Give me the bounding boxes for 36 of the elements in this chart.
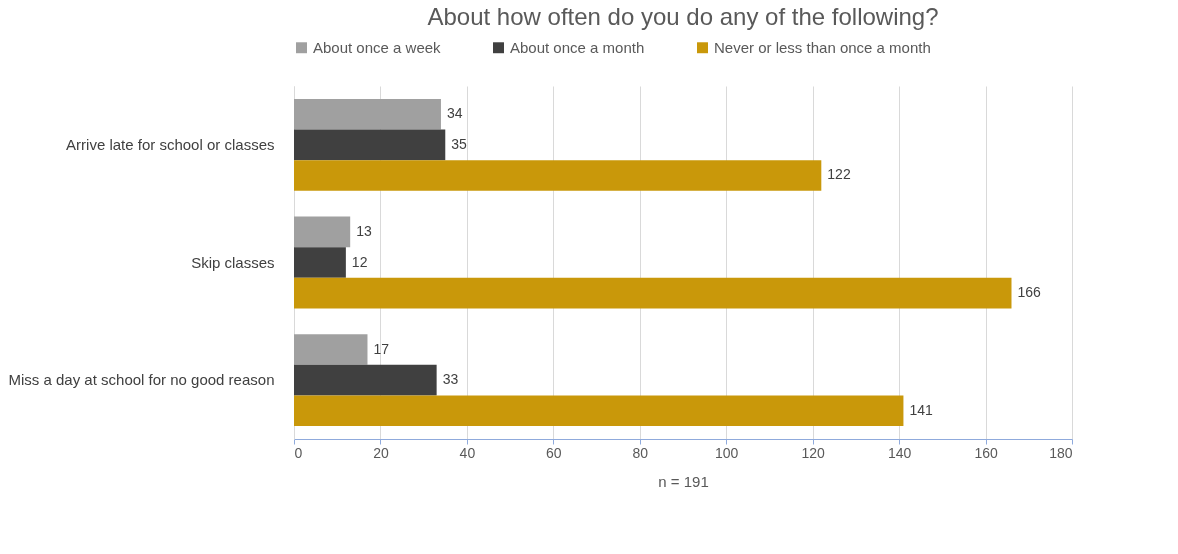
- chart-title: About how often do you do any of the following?: [427, 3, 939, 30]
- data-label: 122: [827, 166, 851, 183]
- data-label: 13: [356, 222, 372, 239]
- x-axis-title: n = 191: [658, 472, 709, 490]
- x-tick-label: 120: [801, 444, 826, 461]
- legend-label: Never or less than once a month: [714, 38, 931, 56]
- y-tick-label: Miss a day at school for no good reason: [8, 371, 275, 389]
- data-label: 35: [451, 135, 468, 152]
- bar: [294, 98, 441, 130]
- bar: [294, 216, 351, 248]
- y-tick-label: Skip classes: [191, 253, 275, 271]
- x-tick-label: 180: [1049, 444, 1073, 461]
- y-tick-label: Arrive late for school or classes: [66, 135, 275, 153]
- bar: [294, 247, 346, 278]
- data-label: 33: [442, 371, 459, 388]
- data-label: 34: [446, 105, 463, 122]
- x-tick-label: 100: [715, 444, 739, 461]
- bar: [294, 160, 822, 191]
- legend-label: About once a week: [313, 38, 442, 56]
- data-label: 12: [351, 253, 368, 270]
- data-label: 141: [909, 401, 934, 418]
- data-label: 166: [1017, 284, 1042, 301]
- x-tick-label: 160: [974, 444, 998, 461]
- bar: [294, 395, 904, 427]
- bar: [294, 364, 437, 396]
- x-tick-label: 20: [373, 444, 389, 461]
- x-tick-label: 60: [546, 444, 562, 461]
- x-tick-label: 0: [294, 444, 303, 461]
- bar: [294, 334, 368, 365]
- x-tick-label: 140: [887, 444, 912, 461]
- legend-label: About once a month: [510, 38, 645, 56]
- data-label: 17: [373, 340, 390, 357]
- x-tick-label: 80: [632, 444, 649, 461]
- bar: [294, 277, 1012, 309]
- x-tick-label: 40: [459, 444, 476, 461]
- bar: [294, 129, 446, 161]
